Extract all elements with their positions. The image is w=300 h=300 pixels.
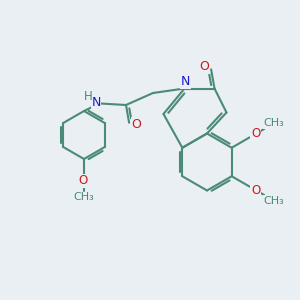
Text: O: O [79, 174, 88, 188]
Text: O: O [251, 184, 260, 196]
Text: CH₃: CH₃ [264, 118, 284, 128]
Text: O: O [251, 128, 260, 140]
Text: N: N [181, 75, 190, 88]
Text: N: N [91, 95, 101, 109]
Text: O: O [200, 60, 209, 74]
Text: O: O [132, 118, 142, 131]
Text: CH₃: CH₃ [264, 196, 284, 206]
Text: CH₃: CH₃ [73, 192, 94, 202]
Text: H: H [83, 90, 92, 104]
